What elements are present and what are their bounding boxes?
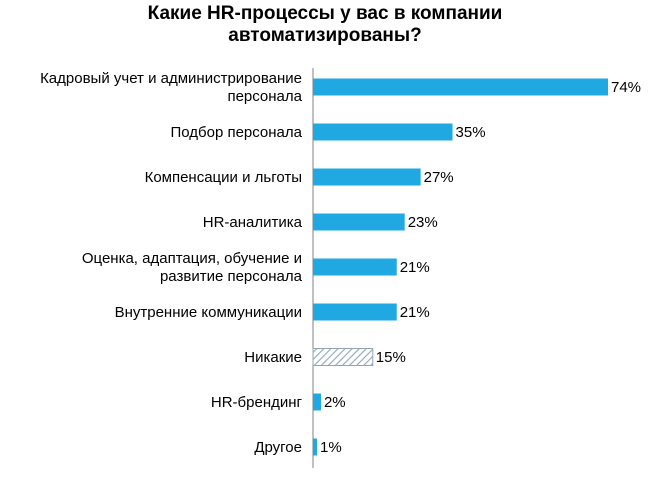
bar (313, 303, 397, 321)
bar (312, 348, 374, 366)
category-label: Кадровый учет и администрирование (40, 70, 302, 87)
data-label: 27% (424, 169, 454, 186)
category-label: Компенсации и льготы (145, 169, 302, 186)
category-label: HR-аналитика (203, 214, 303, 231)
data-label: 23% (408, 214, 438, 231)
data-label: 1% (320, 439, 342, 456)
category-label: Внутренние коммуникации (115, 304, 302, 321)
category-label: HR-брендинг (211, 394, 303, 411)
chart-title-line-2: автоматизированы? (228, 25, 422, 46)
category-label: Оценка, адаптация, обучение и (82, 250, 302, 267)
data-label: 21% (400, 304, 430, 321)
bar (313, 168, 421, 186)
category-label: Другое (254, 439, 302, 456)
bar (313, 438, 317, 456)
data-label: 21% (400, 259, 430, 276)
chart-title-line-1: Какие HR-процессы у вас в компании (147, 3, 503, 24)
bar (313, 78, 608, 96)
bar (313, 393, 321, 411)
data-label: 74% (611, 79, 641, 96)
category-label: персонала (227, 88, 302, 105)
category-label: развитие персонала (160, 268, 303, 285)
category-label: Подбор персонала (170, 124, 302, 141)
data-label: 2% (324, 394, 346, 411)
category-label: Никакие (244, 349, 302, 366)
data-label: 15% (376, 349, 406, 366)
chart-title: Какие HR-процессы у вас в компании автом… (0, 3, 650, 47)
bar (313, 213, 405, 231)
bar (313, 258, 397, 276)
bar (313, 123, 453, 141)
data-label: 35% (456, 124, 486, 141)
